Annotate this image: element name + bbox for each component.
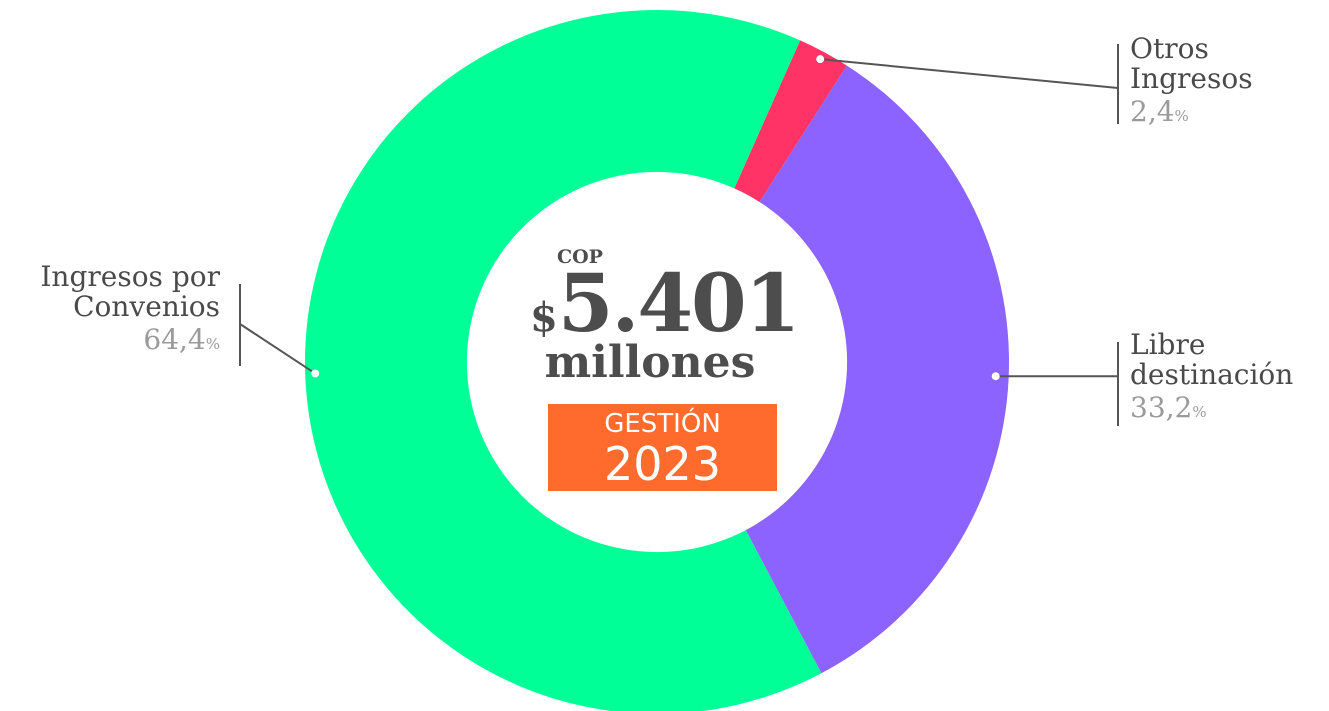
pct-libre-sign: % [1192,403,1207,421]
slice-ingresos-convenios [305,10,822,711]
pct-convenios-sign: % [205,335,220,353]
center-currency: COP [557,246,603,268]
leader-line-otros [820,58,1119,89]
label-libre-destinacion: Libre destinación 33,2% [1130,330,1293,427]
pct-convenios-value: 64,4 [143,323,206,356]
leader-dot-convenios [311,369,320,378]
label-otros-ingresos: Otros Ingresos 2,4% [1130,34,1253,131]
label-convenios-line1: Ingresos por [40,260,220,293]
center-dollar: $ [530,294,558,341]
center-unit: millones [544,337,756,388]
label-otros-line2: Ingresos [1130,62,1253,95]
pct-otros-sign: % [1174,107,1189,125]
pct-otros-value: 2,4 [1130,95,1175,128]
center-amount-value: 5.401 [557,256,801,350]
label-otros-line1: Otros [1130,32,1209,65]
pct-otros-ingresos: 2,4% [1130,97,1253,131]
slice-libre-destinacion [745,65,1009,674]
label-libre-line2: destinación [1130,358,1294,391]
pct-libre-destinacion: 33,2% [1130,393,1293,427]
pct-libre-value: 33,2 [1130,391,1193,424]
leader-dot-otros [816,55,825,64]
leader-line-convenios [239,323,316,375]
label-ingresos-convenios: Ingresos por Convenios 64,4% [0,262,220,359]
gestion-badge: GESTIÓN 2023 [548,404,777,491]
slice-otros-ingresos [734,40,847,202]
label-convenios-line2: Convenios [73,290,220,323]
badge-line1: GESTIÓN [604,409,721,439]
center-amount: $5.401 [530,256,801,363]
label-libre-line1: Libre [1130,328,1206,361]
pct-ingresos-convenios: 64,4% [0,325,220,359]
leader-dot-libre [991,372,1000,381]
badge-year: 2023 [603,437,722,491]
